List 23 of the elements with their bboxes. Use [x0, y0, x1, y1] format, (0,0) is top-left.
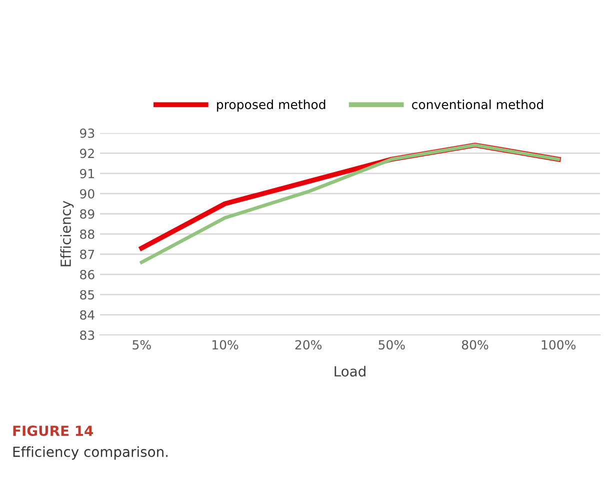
x-tick-label: 80% — [462, 340, 488, 350]
x-tick-label: 5% — [132, 340, 151, 350]
y-axis-title: Efficiency — [60, 200, 74, 266]
y-tick-label: 93 — [80, 128, 94, 138]
y-tick-label: 89 — [80, 209, 94, 219]
x-axis-title: Load — [334, 366, 366, 377]
x-tick-label: 20% — [295, 340, 322, 350]
text: Efficiency comparison. — [13, 446, 168, 460]
x-tick-label: 50% — [378, 340, 405, 350]
y-tick-label: 86 — [80, 270, 94, 280]
x-tick-label: 10% — [212, 340, 238, 350]
y-tick-label: 91 — [80, 168, 94, 178]
y-tick-label: 84 — [80, 310, 94, 320]
x-tick-label: 100% — [542, 340, 576, 350]
y-tick-label: 92 — [80, 148, 94, 158]
y-tick-label: 88 — [80, 229, 94, 239]
legend-label: conventional method — [412, 100, 543, 110]
y-tick-label: 85 — [80, 290, 94, 300]
legend-label: proposed method — [217, 100, 326, 112]
caption: FIGURE 14 — [13, 426, 94, 436]
y-tick-label: 87 — [80, 250, 94, 260]
y-tick-label: 83 — [80, 330, 94, 340]
y-tick-label: 90 — [80, 189, 94, 199]
